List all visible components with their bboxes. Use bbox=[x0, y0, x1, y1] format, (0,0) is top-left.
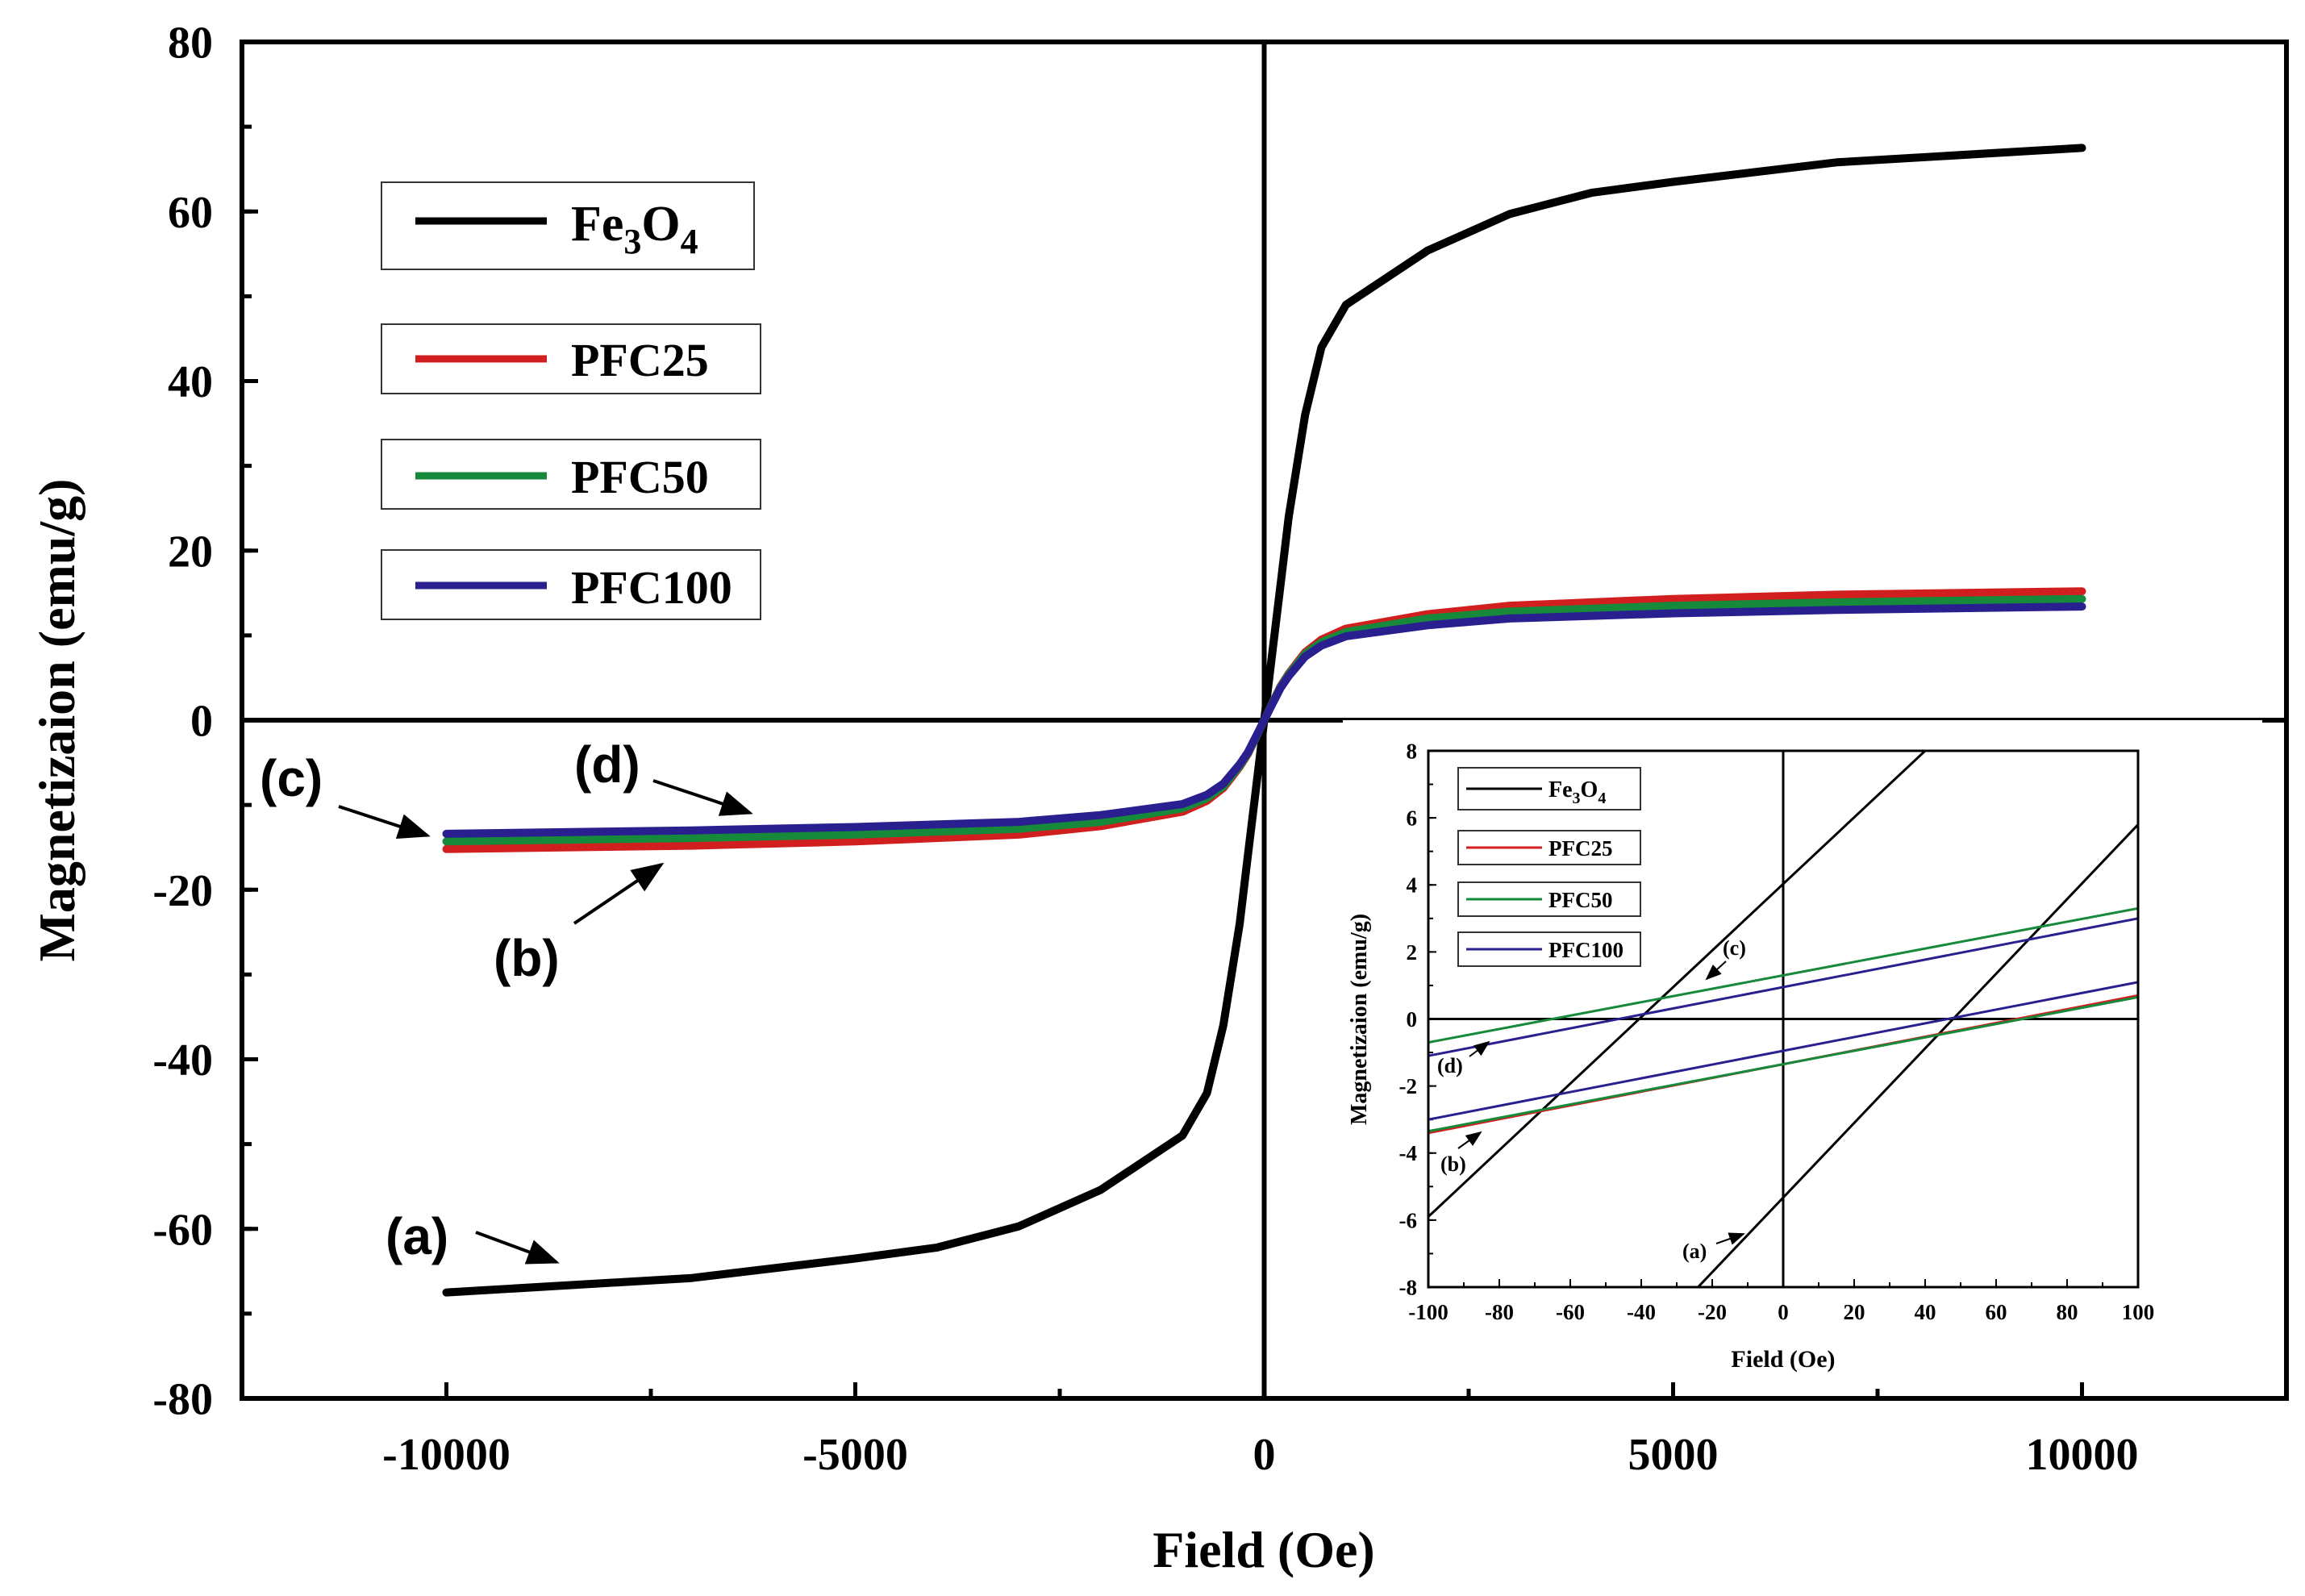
inset-y-tick-label: 4 bbox=[1407, 873, 1418, 898]
legend-item-pfc25: PFC25 bbox=[381, 323, 761, 394]
inset-series-pfc100-upper bbox=[1428, 917, 2138, 1057]
main-y-tick-label: -20 bbox=[152, 866, 213, 916]
legend-label-pfc25: PFC25 bbox=[571, 334, 709, 386]
inset-annotation-c-arrow bbox=[1705, 961, 1727, 981]
inset-series-pfc50-upper bbox=[1428, 906, 2138, 1044]
main-series bbox=[442, 144, 2086, 1297]
main-annotations: (a) (b) (c) (d) bbox=[260, 735, 753, 1265]
inset-plot: -100 -80 -60 -40 -20 0 20 40 60 80 100-8-6-4-20246… bbox=[1343, 720, 2262, 1373]
annotation-a: (a) bbox=[386, 1207, 448, 1265]
inset-x-axis-label: Field (Oe) bbox=[1731, 1346, 1835, 1373]
inset-x-tick-label: -80 bbox=[1485, 1300, 1514, 1324]
inset-y-tick-label: -8 bbox=[1399, 1275, 1418, 1299]
inset-x-tick-label: 60 bbox=[1986, 1300, 2007, 1324]
inset-y-axis-label: Magnetizaion (emu/g) bbox=[1347, 914, 1372, 1125]
main-y-axis-label: Magnetizaion (emu/g) bbox=[28, 479, 85, 962]
inset-legend-item-fe3o4: Fe3O4 bbox=[1457, 767, 1641, 811]
legend-item-pfc50: PFC50 bbox=[381, 439, 761, 510]
legend-label-pfc100: PFC100 bbox=[571, 561, 732, 614]
inset-y-tick-label: 6 bbox=[1407, 806, 1418, 831]
legend-label-pfc50: PFC50 bbox=[571, 451, 709, 503]
main-x-tick-label: 5000 bbox=[1628, 1430, 1719, 1480]
main-y-tick-label: 0 bbox=[190, 697, 213, 747]
main-plot-frame bbox=[240, 40, 2289, 1401]
inset-annotation-b-arrow bbox=[1457, 1131, 1482, 1149]
main-plot: -10000 -5000 0 5000 10000-80-60-40-200204060… bbox=[28, 19, 2289, 1578]
inset-legend-item-pfc100: PFC100 bbox=[1457, 931, 1641, 967]
inset-legend-label-fe3o4: Fe3O4 bbox=[1548, 777, 1606, 807]
inset-series-fe3o4-ascending bbox=[1428, 751, 1927, 1219]
annotation-a-arrow bbox=[475, 1231, 560, 1265]
inset-annotation-c: (c) bbox=[1723, 936, 1746, 960]
inset-y-tick-label: -4 bbox=[1399, 1141, 1418, 1165]
main-x-tick-label: 0 bbox=[1253, 1430, 1276, 1480]
inset-x-tick-label: 40 bbox=[1915, 1300, 1936, 1324]
main-y-tick-label: -80 bbox=[152, 1375, 213, 1425]
annotation-c-arrow bbox=[338, 805, 431, 840]
main-y-tick-label: 20 bbox=[168, 527, 213, 577]
inset-x-tick-label: -20 bbox=[1698, 1300, 1727, 1324]
inset-legend-item-pfc25: PFC25 bbox=[1457, 830, 1641, 865]
main-y-tick-label: -40 bbox=[152, 1036, 213, 1086]
main-y-tick-label: 80 bbox=[168, 19, 213, 69]
inset-annotation-a-arrow bbox=[1715, 1232, 1745, 1245]
main-x-tick-label: 10000 bbox=[2026, 1430, 2139, 1480]
inset-y-tick-label: -2 bbox=[1399, 1074, 1418, 1098]
inset-annotation-a: (a) bbox=[1682, 1240, 1707, 1263]
inset-annotation-b: (b) bbox=[1440, 1152, 1466, 1176]
inset-annotation-d-arrow bbox=[1469, 1040, 1490, 1057]
annotation-b: (b) bbox=[494, 929, 560, 987]
inset-series bbox=[1428, 751, 2138, 1287]
inset-legend-label-pfc50: PFC50 bbox=[1548, 888, 1612, 912]
inset-x-tick-label: -100 bbox=[1408, 1300, 1448, 1324]
main-x-axis-label: Field (Oe) bbox=[1152, 1521, 1374, 1578]
main-x-tick-label: -5000 bbox=[802, 1430, 908, 1480]
inset-series-pfc50-lower bbox=[1428, 996, 2138, 1133]
inset-x-tick-label: 0 bbox=[1778, 1300, 1789, 1324]
main-y-tick-label: -60 bbox=[152, 1205, 213, 1255]
inset-y-tick-label: 0 bbox=[1407, 1007, 1418, 1031]
inset-axes: -100 -80 -60 -40 -20 0 20 40 60 80 100-8-6-4-20246… bbox=[1399, 739, 2155, 1324]
annotation-d-arrow bbox=[652, 779, 753, 816]
legend-item-pfc100: PFC100 bbox=[381, 549, 761, 620]
inset-y-tick-label: 8 bbox=[1407, 739, 1418, 763]
inset-background bbox=[1343, 720, 2262, 1365]
inset-annotations: (a) (b) (c) (d) bbox=[1437, 936, 1746, 1263]
inset-legend-item-pfc50: PFC50 bbox=[1457, 881, 1641, 917]
legend-item-fe3o4: Fe3O4 bbox=[381, 181, 755, 270]
inset-legend: Fe3O4 PFC25 PFC50 PFC100 bbox=[1457, 767, 1641, 967]
main-legend: Fe3O4 PFC25 PFC50 PFC100 bbox=[381, 181, 761, 620]
inset-plot-frame bbox=[1427, 749, 2140, 1289]
inset-y-tick-label: -6 bbox=[1399, 1208, 1418, 1232]
inset-series-pfc100-lower bbox=[1428, 981, 2138, 1121]
inset-x-tick-label: 20 bbox=[1844, 1300, 1865, 1324]
inset-x-tick-label: 100 bbox=[2122, 1300, 2155, 1324]
inset-legend-label-pfc25: PFC25 bbox=[1548, 836, 1612, 861]
inset-x-tick-label: -40 bbox=[1627, 1300, 1656, 1324]
inset-x-tick-label: -60 bbox=[1556, 1300, 1585, 1324]
inset-y-tick-label: 2 bbox=[1407, 940, 1418, 965]
annotation-c: (c) bbox=[260, 749, 323, 807]
annotation-b-arrow bbox=[573, 862, 665, 925]
legend-label-fe3o4: Fe3O4 bbox=[571, 197, 698, 261]
annotation-d: (d) bbox=[574, 735, 640, 794]
main-y-tick-label: 40 bbox=[168, 357, 213, 407]
main-x-tick-label: -10000 bbox=[382, 1430, 511, 1480]
main-axes: -10000 -5000 0 5000 10000-80-60-40-200204060… bbox=[152, 19, 2289, 1480]
inset-annotation-d: (d) bbox=[1437, 1054, 1463, 1077]
inset-x-tick-label: 80 bbox=[2057, 1300, 2078, 1324]
inset-legend-label-pfc100: PFC100 bbox=[1548, 938, 1624, 962]
main-y-tick-label: 60 bbox=[168, 188, 213, 238]
main-series-pfc100 bbox=[442, 602, 2086, 838]
inset-series-fe3o4-descending bbox=[1696, 823, 2138, 1287]
